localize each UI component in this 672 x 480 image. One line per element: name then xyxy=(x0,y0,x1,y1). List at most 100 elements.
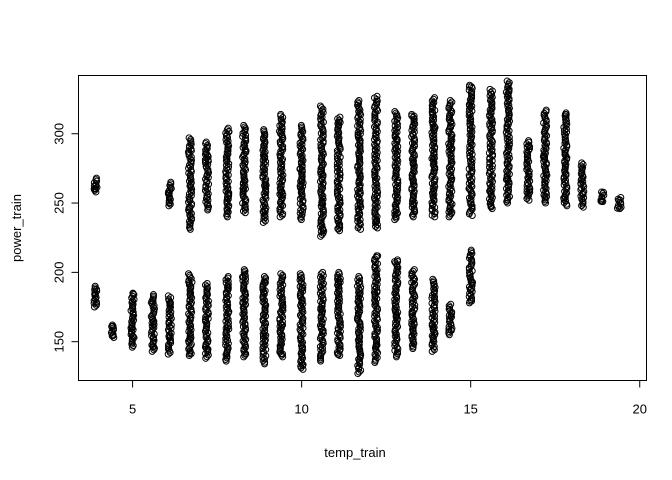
data-point xyxy=(223,210,231,218)
data-point xyxy=(468,297,476,305)
data-point xyxy=(355,300,363,308)
data-point xyxy=(319,184,327,192)
data-point xyxy=(563,141,571,149)
data-point xyxy=(318,107,326,115)
data-point xyxy=(298,275,306,283)
data-point xyxy=(186,171,194,179)
data-point xyxy=(577,180,585,188)
data-point xyxy=(356,277,364,285)
data-point xyxy=(318,134,326,142)
data-point xyxy=(222,338,230,346)
data-point xyxy=(166,181,174,189)
data-point xyxy=(504,138,512,146)
data-point xyxy=(261,300,269,308)
data-point xyxy=(430,95,438,103)
data-point xyxy=(372,307,380,315)
data-point xyxy=(202,315,210,323)
data-point xyxy=(617,203,625,211)
data-point xyxy=(188,278,196,286)
data-point xyxy=(354,101,362,109)
data-point xyxy=(319,131,327,139)
data-point xyxy=(373,184,381,192)
data-point xyxy=(446,167,454,175)
data-point xyxy=(372,124,380,132)
data-point xyxy=(355,325,363,333)
x-tick-label: 5 xyxy=(129,402,136,417)
data-point xyxy=(392,275,400,283)
data-point xyxy=(392,158,400,166)
data-point xyxy=(91,290,99,298)
data-point xyxy=(373,274,381,282)
data-point xyxy=(317,168,325,176)
data-point xyxy=(318,305,326,313)
data-point xyxy=(299,362,307,370)
data-point xyxy=(109,322,117,330)
x-tick-label: 20 xyxy=(633,402,647,417)
data-point xyxy=(409,170,417,178)
data-point xyxy=(224,284,232,292)
data-point xyxy=(149,314,157,322)
data-point xyxy=(561,111,569,119)
data-point xyxy=(446,96,454,104)
data-point xyxy=(373,203,381,211)
y-tick-label: 200 xyxy=(52,262,67,284)
data-point xyxy=(296,142,304,150)
data-point xyxy=(186,155,194,163)
data-point xyxy=(543,193,550,201)
data-point xyxy=(334,305,342,313)
data-point xyxy=(487,184,495,192)
data-point xyxy=(129,313,137,321)
data-point xyxy=(392,270,400,278)
data-point xyxy=(372,205,380,213)
data-point xyxy=(526,143,534,151)
data-point xyxy=(373,92,381,100)
data-point xyxy=(504,130,512,138)
data-point xyxy=(503,77,511,85)
data-point xyxy=(370,288,378,296)
data-point xyxy=(505,144,513,152)
data-point xyxy=(166,186,174,194)
data-point xyxy=(242,324,249,332)
data-point xyxy=(260,126,268,134)
data-point xyxy=(223,197,231,205)
data-point xyxy=(167,308,175,316)
data-point xyxy=(428,155,436,163)
data-point xyxy=(468,83,476,91)
data-point xyxy=(259,208,267,216)
data-point xyxy=(371,312,379,320)
data-point xyxy=(372,129,380,137)
data-point xyxy=(203,188,211,196)
data-point xyxy=(165,202,173,210)
data-point xyxy=(430,113,438,121)
data-point xyxy=(203,141,211,149)
data-point xyxy=(561,131,569,139)
data-point xyxy=(429,184,437,192)
data-point xyxy=(165,310,173,318)
x-axis-label: temp_train xyxy=(324,445,385,460)
data-point xyxy=(223,126,231,134)
data-point xyxy=(356,189,364,197)
data-point xyxy=(92,174,100,182)
data-point xyxy=(486,187,494,195)
data-point xyxy=(278,321,286,329)
data-point xyxy=(333,152,341,160)
data-point xyxy=(466,113,474,121)
data-point xyxy=(150,333,157,341)
data-point xyxy=(428,108,436,116)
data-point xyxy=(297,271,305,279)
data-point xyxy=(222,324,230,332)
data-point xyxy=(277,110,285,118)
data-point xyxy=(278,188,286,196)
data-point xyxy=(238,273,246,281)
data-point xyxy=(447,138,455,146)
data-point xyxy=(187,163,195,171)
data-point xyxy=(242,350,250,358)
data-point xyxy=(542,185,550,193)
data-point xyxy=(261,279,269,287)
data-point xyxy=(371,355,379,363)
data-point xyxy=(562,146,570,154)
data-point xyxy=(260,288,268,296)
data-point xyxy=(318,336,326,344)
data-point xyxy=(372,341,380,349)
data-point xyxy=(336,113,344,121)
